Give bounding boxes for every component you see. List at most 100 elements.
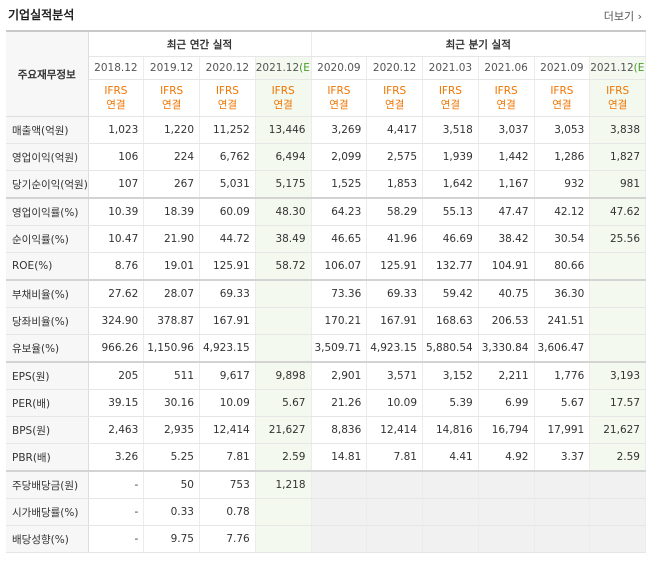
value-cell bbox=[255, 498, 312, 526]
value-cell: 0.78 bbox=[199, 498, 256, 526]
value-cell bbox=[534, 498, 591, 526]
value-cell: 21.26 bbox=[310, 389, 368, 417]
data-row: BPS(원) 2,463 2,935 12,414 21,627 8,836 12,414 1… bbox=[6, 416, 646, 444]
value-cell: 7.76 bbox=[199, 525, 256, 553]
value-cell: 966.26 bbox=[88, 334, 145, 363]
value-cell: 378.87 bbox=[143, 307, 200, 335]
value-cell: 5.67 bbox=[534, 389, 591, 417]
value-cell bbox=[422, 498, 479, 526]
value-cell: 981 bbox=[589, 170, 646, 199]
data-row: ROE(%) 8.76 19.01 125.91 58.72 106.07 125.91 13… bbox=[6, 252, 646, 281]
standard-cell: IFRS 연결 bbox=[255, 79, 312, 117]
value-cell: 324.90 bbox=[88, 307, 145, 335]
value-cell: 58.29 bbox=[366, 197, 423, 226]
value-cell: 1,939 bbox=[422, 143, 479, 171]
more-link[interactable]: 더보기 › bbox=[603, 10, 642, 23]
standard-cell: IFRS 연결 bbox=[534, 79, 591, 117]
group-title: 최근 분기 실적 bbox=[310, 30, 646, 57]
row-label: 당기순이익(억원) bbox=[6, 170, 89, 199]
value-cell: 58.72 bbox=[255, 252, 312, 281]
period-cell: 2021.12(E) bbox=[589, 56, 646, 80]
period-cell: 2018.12 bbox=[88, 56, 145, 80]
period-cell: 2020.12 bbox=[199, 56, 256, 80]
data-row: 시가배당률(%) -0.33 0.78 bbox=[6, 498, 646, 526]
value-cell: 10.39 bbox=[88, 197, 145, 226]
row-label: 영업이익(억원) bbox=[6, 143, 89, 171]
value-cell: 4,923.15 bbox=[199, 334, 256, 363]
value-cell: 21,627 bbox=[589, 416, 646, 444]
value-cell: 1,150.96 bbox=[143, 334, 200, 363]
value-cell: 224 bbox=[143, 143, 200, 171]
value-cell: 3,269 bbox=[310, 116, 368, 144]
data-row: 당좌비율(%) 324.90 378.87 167.91 170.21 167.91 168… bbox=[6, 307, 646, 335]
value-cell: 511 bbox=[143, 361, 200, 390]
data-row: PBR(배) 3.26 5.25 7.81 2.59 14.81 7.81 4.41 4.92 3… bbox=[6, 443, 646, 472]
value-cell: 42.12 bbox=[534, 197, 591, 226]
row-label: ROE(%) bbox=[6, 252, 89, 281]
scope: 연결 bbox=[329, 99, 349, 111]
value-cell: 60.09 bbox=[199, 197, 256, 226]
section-title: 기업실적분석 bbox=[8, 8, 75, 22]
value-cell: 3,037 bbox=[478, 116, 535, 144]
row-label: 배당성향(%) bbox=[6, 525, 89, 553]
value-cell: 36.30 bbox=[534, 279, 591, 308]
period: 2019.12 bbox=[149, 62, 194, 74]
value-cell: 5,880.54 bbox=[422, 334, 479, 363]
value-cell: 21.90 bbox=[143, 225, 200, 253]
row-label: 당좌비율(%) bbox=[6, 307, 89, 335]
value-cell: 2,935 bbox=[143, 416, 200, 444]
group-title: 최근 연간 실적 bbox=[88, 30, 312, 57]
period: 2020.12 bbox=[205, 62, 250, 74]
period-cell: 2021.12(E) bbox=[255, 56, 312, 80]
value-cell bbox=[255, 307, 312, 335]
value-cell bbox=[310, 470, 368, 499]
value-cell: 38.49 bbox=[255, 225, 312, 253]
value-cell: 5.25 bbox=[143, 443, 200, 472]
value-cell bbox=[589, 307, 646, 335]
value-cell: 64.23 bbox=[310, 197, 368, 226]
basis: IFRS bbox=[327, 85, 351, 97]
value-cell: 50 bbox=[143, 470, 200, 499]
estimate-mark: (E) bbox=[633, 62, 645, 74]
data-row: 매출액(억원) 1,023 1,220 11,252 13,446 3,269 4,417 3… bbox=[6, 116, 646, 144]
row-label: BPS(원) bbox=[6, 416, 89, 444]
value-cell: 11,252 bbox=[199, 116, 256, 144]
value-cell: 125.91 bbox=[366, 252, 423, 281]
value-cell: 3,509.71 bbox=[310, 334, 368, 363]
value-cell: 30.54 bbox=[534, 225, 591, 253]
value-cell: 59.42 bbox=[422, 279, 479, 308]
standard-cell: IFRS 연결 bbox=[88, 79, 145, 117]
value-cell bbox=[422, 525, 479, 553]
value-cell: - bbox=[88, 525, 145, 553]
row-label: EPS(원) bbox=[6, 361, 89, 390]
value-cell: 3.26 bbox=[88, 443, 145, 472]
value-cell: 1,525 bbox=[310, 170, 368, 199]
value-cell: 2.59 bbox=[255, 443, 312, 472]
value-cell: 12,414 bbox=[199, 416, 256, 444]
value-cell: 10.47 bbox=[88, 225, 145, 253]
period-cell: 2021.03 bbox=[422, 56, 479, 80]
estimate-mark: (E) bbox=[299, 62, 310, 74]
value-cell: 4,923.15 bbox=[366, 334, 423, 363]
value-cell: 69.33 bbox=[366, 279, 423, 308]
row-label: 부채비율(%) bbox=[6, 279, 89, 308]
value-cell: 30.16 bbox=[143, 389, 200, 417]
value-cell: 132.77 bbox=[422, 252, 479, 281]
value-cell: 1,776 bbox=[534, 361, 591, 390]
period-row: 2018.122019.122020.122021.12(E)2020.0920… bbox=[6, 56, 646, 80]
standard-cell: IFRS 연결 bbox=[143, 79, 200, 117]
value-cell: 1,220 bbox=[143, 116, 200, 144]
value-cell bbox=[366, 470, 423, 499]
value-cell: 3,193 bbox=[589, 361, 646, 390]
value-cell: 205 bbox=[88, 361, 145, 390]
scope: 연결 bbox=[384, 99, 405, 111]
period-cell: 2021.06 bbox=[478, 56, 535, 80]
scope: 연결 bbox=[161, 99, 182, 111]
value-cell: 73.36 bbox=[310, 279, 368, 308]
value-cell: 27.62 bbox=[88, 279, 145, 308]
standard-cell: IFRS 연결 bbox=[199, 79, 256, 117]
basis: IFRS bbox=[606, 85, 630, 97]
value-cell: 106 bbox=[88, 143, 145, 171]
period: 2021.12 bbox=[590, 62, 634, 74]
value-cell bbox=[255, 525, 312, 553]
